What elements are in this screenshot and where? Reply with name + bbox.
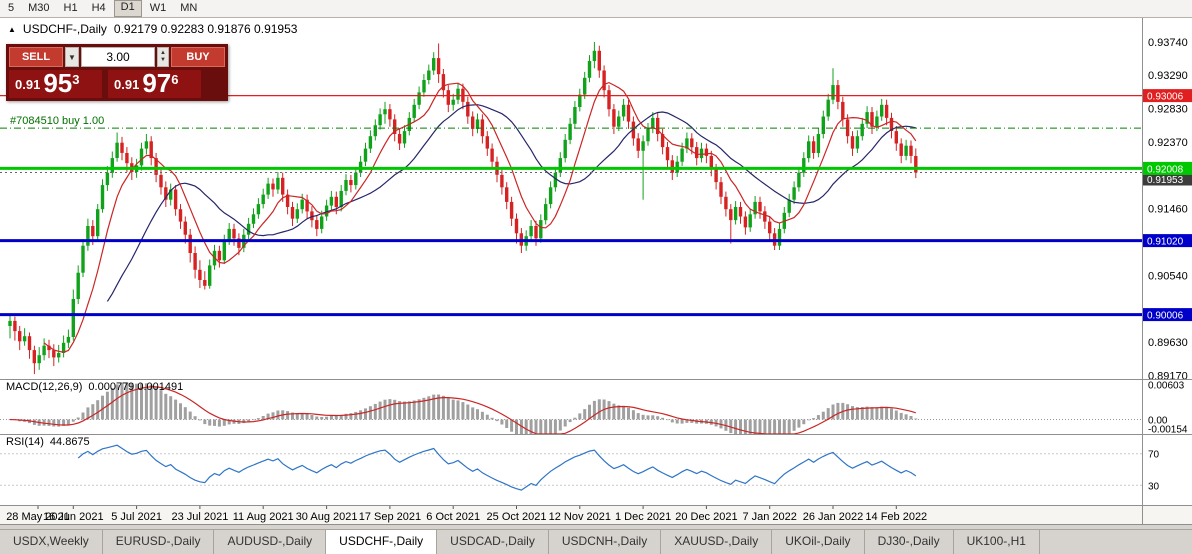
chart-marker-icon: ▲ <box>8 24 16 34</box>
svg-text:0.89630: 0.89630 <box>1148 337 1188 349</box>
chart-tab-usdcnh-daily[interactable]: USDCNH-,Daily <box>549 530 662 554</box>
buy-price-prefix: 0.91 <box>114 77 140 92</box>
svg-text:0.93740: 0.93740 <box>1148 37 1188 49</box>
svg-text:6 Oct 2021: 6 Oct 2021 <box>426 511 480 523</box>
spinner-up-icon[interactable]: ▲ <box>160 50 166 56</box>
svg-text:0.93290: 0.93290 <box>1148 70 1188 82</box>
timeframe-button-M30[interactable]: M30 <box>28 2 50 14</box>
svg-text:0.92370: 0.92370 <box>1148 137 1188 149</box>
chart-tab-audusd-daily[interactable]: AUDUSD-,Daily <box>214 530 327 554</box>
buy-button[interactable]: BUY <box>171 47 225 67</box>
spinner-down-icon[interactable]: ▼ <box>160 57 166 63</box>
sell-price-display[interactable]: 0.91 95 3 <box>9 70 102 98</box>
svg-text:5 Jul 2021: 5 Jul 2021 <box>111 511 162 523</box>
chart-tab-dj30-daily[interactable]: DJ30-,Daily <box>865 530 954 554</box>
svg-text:0.93006: 0.93006 <box>1147 92 1184 103</box>
chart-symbol-label: USDCHF-,Daily <box>22 22 107 36</box>
svg-text:-0.00154: -0.00154 <box>1148 424 1188 435</box>
chart-tab-ukoil-daily[interactable]: UKOil-,Daily <box>772 530 865 554</box>
timeframe-button-H1[interactable]: H1 <box>63 2 78 14</box>
svg-text:0.92830: 0.92830 <box>1148 103 1188 115</box>
chart-header: ▲ USDCHF-,Daily 0.92179 0.92283 0.91876 … <box>8 22 297 36</box>
chart-ohlc-values: 0.92179 0.92283 0.91876 0.91953 <box>113 22 298 36</box>
sell-price-big: 95 <box>43 68 73 98</box>
chart-tab-bar: USDX,Weekly EURUSD-,Daily AUDUSD-,Daily USD… <box>0 529 1192 554</box>
svg-text:26 Jan 2022: 26 Jan 2022 <box>803 511 864 523</box>
svg-text:1 Dec 2021: 1 Dec 2021 <box>615 511 671 523</box>
svg-text:0.91020: 0.91020 <box>1147 237 1184 248</box>
timeframe-button-H4[interactable]: H4 <box>91 2 106 14</box>
svg-text:25 Oct 2021: 25 Oct 2021 <box>487 511 547 523</box>
svg-text:0.91953: 0.91953 <box>1147 175 1184 186</box>
sell-price-prefix: 0.91 <box>15 77 41 92</box>
svg-text:70: 70 <box>1148 450 1160 461</box>
svg-text:0.92008: 0.92008 <box>1147 164 1184 175</box>
chart-tab-eurusd-daily[interactable]: EURUSD-,Daily <box>103 530 215 554</box>
lot-dropdown-icon[interactable]: ▼ <box>65 47 79 67</box>
timeframe-button-MN[interactable]: MN <box>180 2 198 14</box>
svg-text:17 Sep 2021: 17 Sep 2021 <box>359 511 421 523</box>
lot-size-input[interactable]: 3.00 <box>81 47 155 67</box>
lot-spinner[interactable]: ▲ ▼ <box>157 47 169 67</box>
svg-text:12 Nov 2021: 12 Nov 2021 <box>549 511 611 523</box>
svg-text:16 Jun 2021: 16 Jun 2021 <box>43 511 104 523</box>
chart-tab-usdchf-daily[interactable]: USDCHF-,Daily <box>326 530 438 554</box>
svg-text:11 Aug 2021: 11 Aug 2021 <box>233 511 294 523</box>
svg-text:0.00603: 0.00603 <box>1148 381 1185 392</box>
buy-price-display[interactable]: 0.91 97 6 <box>108 70 201 98</box>
svg-text:20 Dec 2021: 20 Dec 2021 <box>675 511 737 523</box>
chart-tab-xauusd-daily[interactable]: XAUUSD-,Daily <box>661 530 773 554</box>
macd-indicator-label: MACD(12,26,9) 0.000779 0.001491 <box>6 381 183 393</box>
timeframe-button-5[interactable]: 5 <box>8 2 15 14</box>
macd-name: MACD(12,26,9) <box>6 381 83 393</box>
svg-text:23 Jul 2021: 23 Jul 2021 <box>171 511 228 523</box>
svg-text:14 Feb 2022: 14 Feb 2022 <box>865 511 927 523</box>
svg-text:30: 30 <box>1148 481 1160 492</box>
svg-text:7 Jan 2022: 7 Jan 2022 <box>742 511 796 523</box>
timeframe-toolbar: 5 M30 H1 H4 D1 W1 MN <box>0 0 1192 18</box>
macd-values: 0.000779 0.001491 <box>88 381 184 393</box>
chart-tab-uk100-h1[interactable]: UK100-,H1 <box>954 530 1040 554</box>
timeframe-button-D1[interactable]: D1 <box>113 0 142 17</box>
one-click-trading-panel: SELL ▼ 3.00 ▲ ▼ BUY 0.91 95 3 0.91 97 6 <box>6 44 228 101</box>
svg-text:28 May 2021: 28 May 2021 <box>6 511 70 523</box>
buy-price-pip: 6 <box>171 72 179 87</box>
svg-text:0.91460: 0.91460 <box>1148 203 1188 215</box>
rsi-value: 44.8675 <box>49 436 90 448</box>
rsi-name: RSI(14) <box>6 436 44 448</box>
svg-text:0.00: 0.00 <box>1148 416 1168 427</box>
rsi-indicator-label: RSI(14) 44.8675 <box>6 436 90 448</box>
chart-tab-usdcad-daily[interactable]: USDCAD-,Daily <box>437 530 549 554</box>
buy-price-big: 97 <box>142 68 172 98</box>
svg-text:0.90006: 0.90006 <box>1147 311 1184 322</box>
sell-button[interactable]: SELL <box>9 47 63 67</box>
sell-price-pip: 3 <box>72 72 80 87</box>
svg-text:30 Aug 2021: 30 Aug 2021 <box>296 511 358 523</box>
timeframe-button-W1[interactable]: W1 <box>149 2 167 14</box>
chart-tab-usdx-weekly[interactable]: USDX,Weekly <box>0 530 103 554</box>
svg-text:0.90540: 0.90540 <box>1148 271 1188 283</box>
svg-text:#7084510 buy 1.00: #7084510 buy 1.00 <box>10 115 104 127</box>
